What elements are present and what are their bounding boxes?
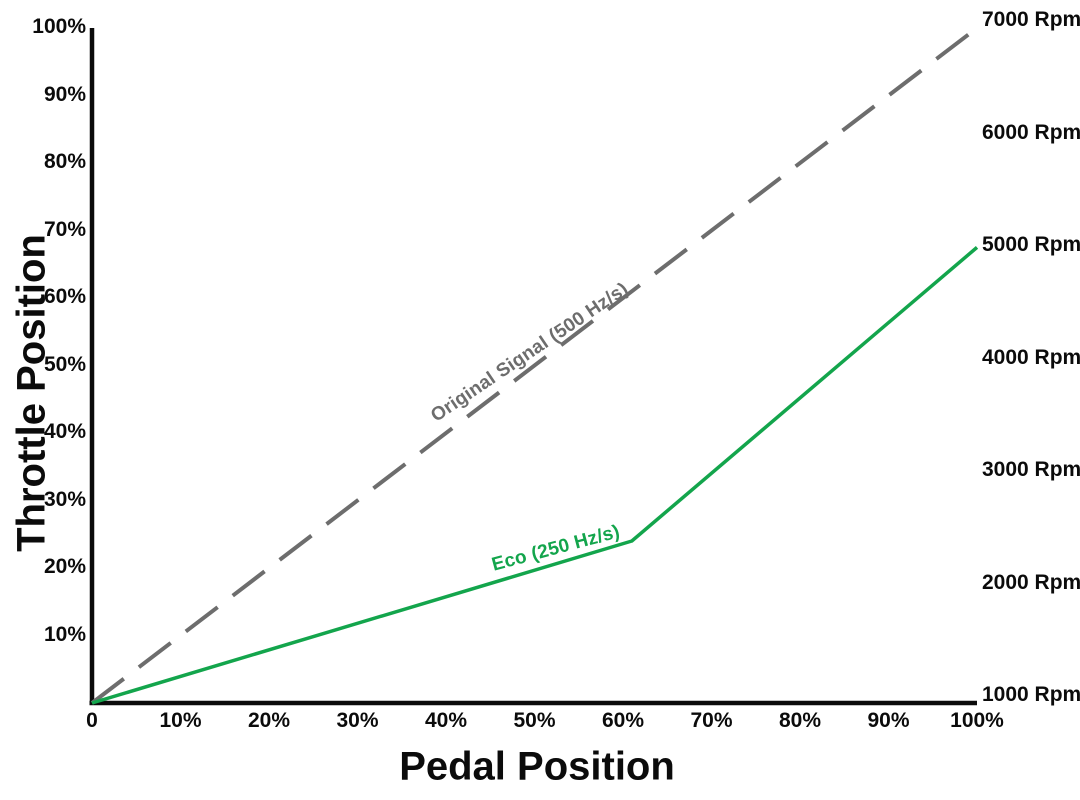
x-tick-label: 20% xyxy=(247,709,291,732)
rpm-label: 6000 Rpm xyxy=(982,120,1080,144)
y-tick-label: 100% xyxy=(32,15,86,38)
rpm-label: 5000 Rpm xyxy=(982,233,1080,256)
rpm-label: 7000 Rpm xyxy=(982,8,1080,31)
x-tick-label: 50% xyxy=(513,709,556,732)
x-tick-label: 10% xyxy=(159,709,202,732)
y-tick-label: 30% xyxy=(43,487,86,511)
rpm-label: 1000 Rpm xyxy=(982,683,1080,706)
y-tick-label: 80% xyxy=(43,150,86,173)
x-tick-label: 60% xyxy=(601,709,645,732)
x-tick-label: 90% xyxy=(867,709,910,732)
y-tick-label: 50% xyxy=(43,352,86,376)
x-tick-label: 80% xyxy=(778,709,822,732)
rpm-label: 3000 Rpm xyxy=(982,458,1080,481)
y-tick-label: 40% xyxy=(43,420,86,443)
y-tick-label: 90% xyxy=(43,82,86,106)
y-tick-label: 70% xyxy=(43,217,86,241)
y-tick-label: 60% xyxy=(43,285,86,308)
y-axis-title: Throttle Position xyxy=(9,234,54,552)
eco-line xyxy=(91,246,979,705)
original-signal-line xyxy=(90,26,979,705)
rpm-label: 2000 Rpm xyxy=(982,570,1080,594)
y-tick-label: 20% xyxy=(43,555,86,578)
x-tick-label: 100% xyxy=(950,709,1004,732)
x-tick-label: 40% xyxy=(424,709,468,732)
x-axis-title: Pedal Position xyxy=(399,744,675,789)
y-tick-label: 10% xyxy=(43,622,86,646)
rpm-label: 4000 Rpm xyxy=(982,345,1080,369)
x-tick-label: 30% xyxy=(336,709,379,732)
x-tick-label: 0 xyxy=(86,709,98,732)
x-tick-label: 70% xyxy=(690,709,733,732)
